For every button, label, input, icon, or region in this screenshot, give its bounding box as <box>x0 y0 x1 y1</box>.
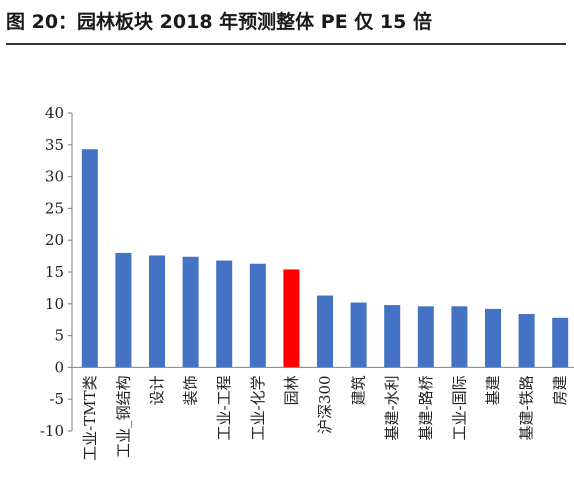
figure-title: 图 20：园林板块 2018 年预测整体 PE 仅 15 倍 <box>6 11 432 33</box>
bar-10 <box>417 306 434 368</box>
x-category-label: 沪深300 <box>316 375 334 434</box>
y-tick-label: 10 <box>45 295 64 313</box>
x-category-label: 园林 <box>282 375 300 405</box>
x-category-label: 基建-铁路 <box>518 375 536 440</box>
bar-7 <box>317 295 333 368</box>
x-category-label: 工业-国际 <box>450 375 468 440</box>
y-tick-label: 20 <box>45 231 64 249</box>
y-tick-label: 40 <box>45 104 64 122</box>
y-tick-label: 35 <box>45 136 64 154</box>
x-category-label: 基建-水利 <box>383 375 401 440</box>
bar-3 <box>182 256 199 368</box>
x-category-label: 基建 <box>484 375 502 405</box>
y-tick-label: 0 <box>54 358 64 376</box>
bar-0 <box>81 149 98 368</box>
bar-13 <box>518 313 535 368</box>
x-category-label: 工业-化学 <box>249 375 267 440</box>
x-category-label: 基建-路桥 <box>417 375 435 440</box>
bars <box>81 149 569 368</box>
y-tick-label: -10 <box>40 422 64 440</box>
x-category-label: 工业-工程 <box>215 375 233 440</box>
bar-6 <box>283 269 300 368</box>
x-category-label: 建筑 <box>350 375 368 405</box>
x-category-label: 装饰 <box>182 375 200 405</box>
x-category-label: 工业_钢结构 <box>114 375 132 458</box>
bar-4 <box>216 260 233 368</box>
bar-2 <box>149 255 165 368</box>
bar-8 <box>350 302 367 368</box>
bar-11 <box>451 306 468 368</box>
y-tick-label: 15 <box>45 263 64 281</box>
y-tick-label: 25 <box>45 199 64 217</box>
bar-1 <box>115 252 132 368</box>
bar-5 <box>249 263 266 368</box>
x-category-label: 房建 <box>551 375 569 405</box>
x-category-label: 工业-TMT类 <box>81 375 99 460</box>
bar-9 <box>384 305 401 368</box>
title-divider <box>6 43 566 45</box>
y-axis-ticks: 40 35 30 25 20 15 10 5 0 -5 -10 <box>40 104 72 440</box>
bar-12 <box>485 308 501 368</box>
y-tick-label: -5 <box>49 390 64 408</box>
bar-14 <box>552 317 569 368</box>
x-axis-labels: 工业-TMT类 工业_钢结构 设计 装饰 工业-工程 工业-化学 园林 沪深300 建筑 基建-水… <box>81 375 569 460</box>
y-tick-label: 5 <box>54 327 64 345</box>
y-tick-label: 30 <box>45 168 64 186</box>
x-category-label: 设计 <box>148 375 166 405</box>
